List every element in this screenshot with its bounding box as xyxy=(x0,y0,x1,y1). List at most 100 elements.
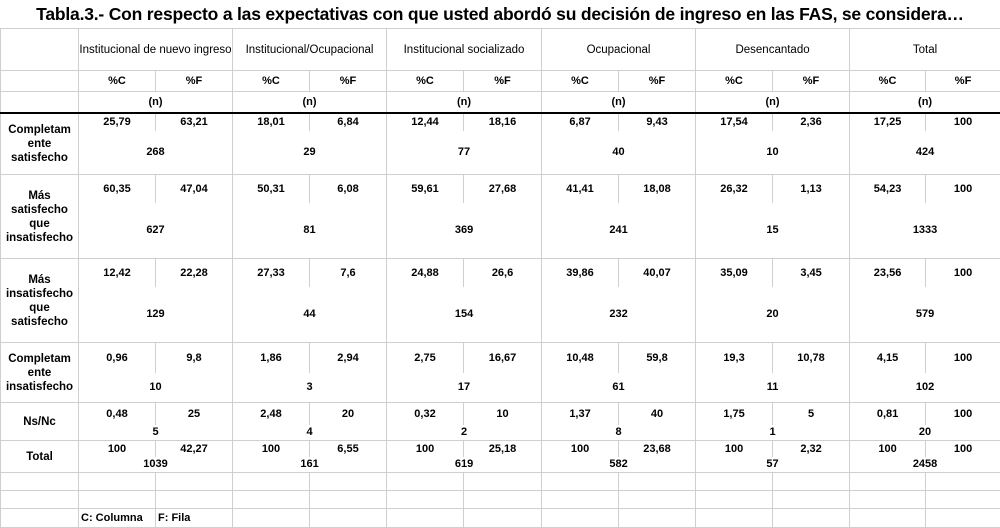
cell-pct-f: 27,68 xyxy=(463,174,543,203)
cell-pct-f: 47,04 xyxy=(155,174,233,203)
cell-n: 17 xyxy=(386,372,543,403)
cell-pct-f: 2,32 xyxy=(772,440,851,457)
cell-pct-f: 25,18 xyxy=(463,440,543,457)
subheader-c: %C xyxy=(232,70,310,92)
cell-n: 29 xyxy=(231,130,388,175)
row-label: Más satisfecho que insatisfecho xyxy=(0,174,79,259)
cell-pct-f: 100 xyxy=(925,258,1000,287)
empty-cell xyxy=(618,508,697,528)
cell-n: 129 xyxy=(78,286,233,343)
empty-cell xyxy=(0,472,79,491)
footnote-row: F: Fila xyxy=(155,508,233,528)
cell-pct-f: 18,08 xyxy=(618,174,697,203)
row-label: Ns/Nc xyxy=(0,402,79,441)
empty-cell xyxy=(386,508,465,528)
cell-pct-c: 39,86 xyxy=(541,258,620,287)
subheader-n: (n) xyxy=(849,91,1000,114)
subheader-c: %C xyxy=(849,70,927,92)
cell-n: 627 xyxy=(78,202,233,259)
cell-pct-c: 26,32 xyxy=(695,174,774,203)
cell-pct-f: 100 xyxy=(925,342,1000,373)
empty-cell xyxy=(386,472,465,491)
cell-pct-c: 0,96 xyxy=(78,342,156,373)
cell-pct-c: 0,32 xyxy=(386,402,465,425)
subheader-n: (n) xyxy=(231,91,388,114)
cell-pct-c: 12,42 xyxy=(78,258,156,287)
cell-pct-f: 40 xyxy=(618,402,697,425)
empty-cell xyxy=(695,508,774,528)
cell-pct-c: 100 xyxy=(541,440,620,457)
cell-n: 1333 xyxy=(849,202,1000,259)
cell-pct-f: 6,84 xyxy=(308,112,388,131)
cell-n: 424 xyxy=(849,130,1000,175)
cell-n: 2 xyxy=(386,424,543,441)
cell-n: 61 xyxy=(541,372,697,403)
group-header: Total xyxy=(849,28,1000,71)
empty-cell xyxy=(155,490,233,509)
cell-n: 1039 xyxy=(78,456,233,473)
cell-pct-f: 3,45 xyxy=(772,258,851,287)
cell-n: 8 xyxy=(541,424,697,441)
cell-pct-c: 10,48 xyxy=(541,342,620,373)
cell-n: 40 xyxy=(541,130,697,175)
cell-n: 1 xyxy=(695,424,851,441)
row-label: Más insatisfecho que satisfecho xyxy=(0,258,79,343)
subheader-f: %F xyxy=(155,70,233,92)
header-blank xyxy=(0,91,79,114)
subheader-n: (n) xyxy=(386,91,543,114)
subheader-c: %C xyxy=(695,70,774,92)
cell-pct-f: 100 xyxy=(925,440,1000,457)
cell-pct-c: 100 xyxy=(695,440,774,457)
cell-n: 161 xyxy=(231,456,388,473)
cell-pct-c: 1,37 xyxy=(541,402,620,425)
cell-n: 232 xyxy=(541,286,697,343)
cell-n: 102 xyxy=(849,372,1000,403)
subheader-n: (n) xyxy=(78,91,233,114)
cell-pct-c: 100 xyxy=(232,440,310,457)
cell-pct-f: 100 xyxy=(925,174,1000,203)
subheader-f: %F xyxy=(925,70,1000,92)
empty-cell xyxy=(925,490,1000,509)
empty-cell xyxy=(78,490,156,509)
subheader-c: %C xyxy=(386,70,465,92)
empty-cell xyxy=(618,472,697,491)
empty-cell xyxy=(849,490,927,509)
cell-n: 5 xyxy=(78,424,233,441)
cell-pct-f: 20 xyxy=(308,402,388,425)
cell-pct-c: 17,54 xyxy=(695,112,774,131)
empty-cell xyxy=(541,508,620,528)
cell-n: 20 xyxy=(695,286,851,343)
cell-n: 2458 xyxy=(849,456,1000,473)
empty-cell xyxy=(925,508,1000,528)
empty-cell xyxy=(0,508,79,528)
empty-cell xyxy=(695,490,774,509)
cell-pct-c: 1,86 xyxy=(232,342,310,373)
cell-n: 579 xyxy=(849,286,1000,343)
cell-pct-f: 63,21 xyxy=(155,112,233,131)
cell-pct-c: 41,41 xyxy=(541,174,620,203)
empty-cell xyxy=(849,508,927,528)
cell-pct-c: 35,09 xyxy=(695,258,774,287)
cell-pct-c: 12,44 xyxy=(386,112,465,131)
subheader-f: %F xyxy=(308,70,388,92)
subheader-f: %F xyxy=(772,70,851,92)
empty-cell xyxy=(463,490,543,509)
cell-pct-c: 100 xyxy=(78,440,156,457)
cell-pct-c: 54,23 xyxy=(849,174,927,203)
page: Tabla.3.- Con respecto a las expectativa… xyxy=(0,4,1000,528)
header-corner xyxy=(0,28,79,71)
subheader-c: %C xyxy=(541,70,620,92)
cell-pct-c: 0,48 xyxy=(78,402,156,425)
cell-n: 11 xyxy=(695,372,851,403)
empty-cell xyxy=(232,508,310,528)
cell-pct-c: 24,88 xyxy=(386,258,465,287)
cell-n: 154 xyxy=(386,286,543,343)
empty-cell xyxy=(308,490,388,509)
cell-pct-f: 18,16 xyxy=(463,112,543,131)
cell-pct-c: 19,3 xyxy=(695,342,774,373)
subheader-f: %F xyxy=(618,70,697,92)
row-label: Total xyxy=(0,440,79,473)
cell-n: 3 xyxy=(231,372,388,403)
header-blank xyxy=(0,70,79,92)
cell-pct-c: 27,33 xyxy=(232,258,310,287)
